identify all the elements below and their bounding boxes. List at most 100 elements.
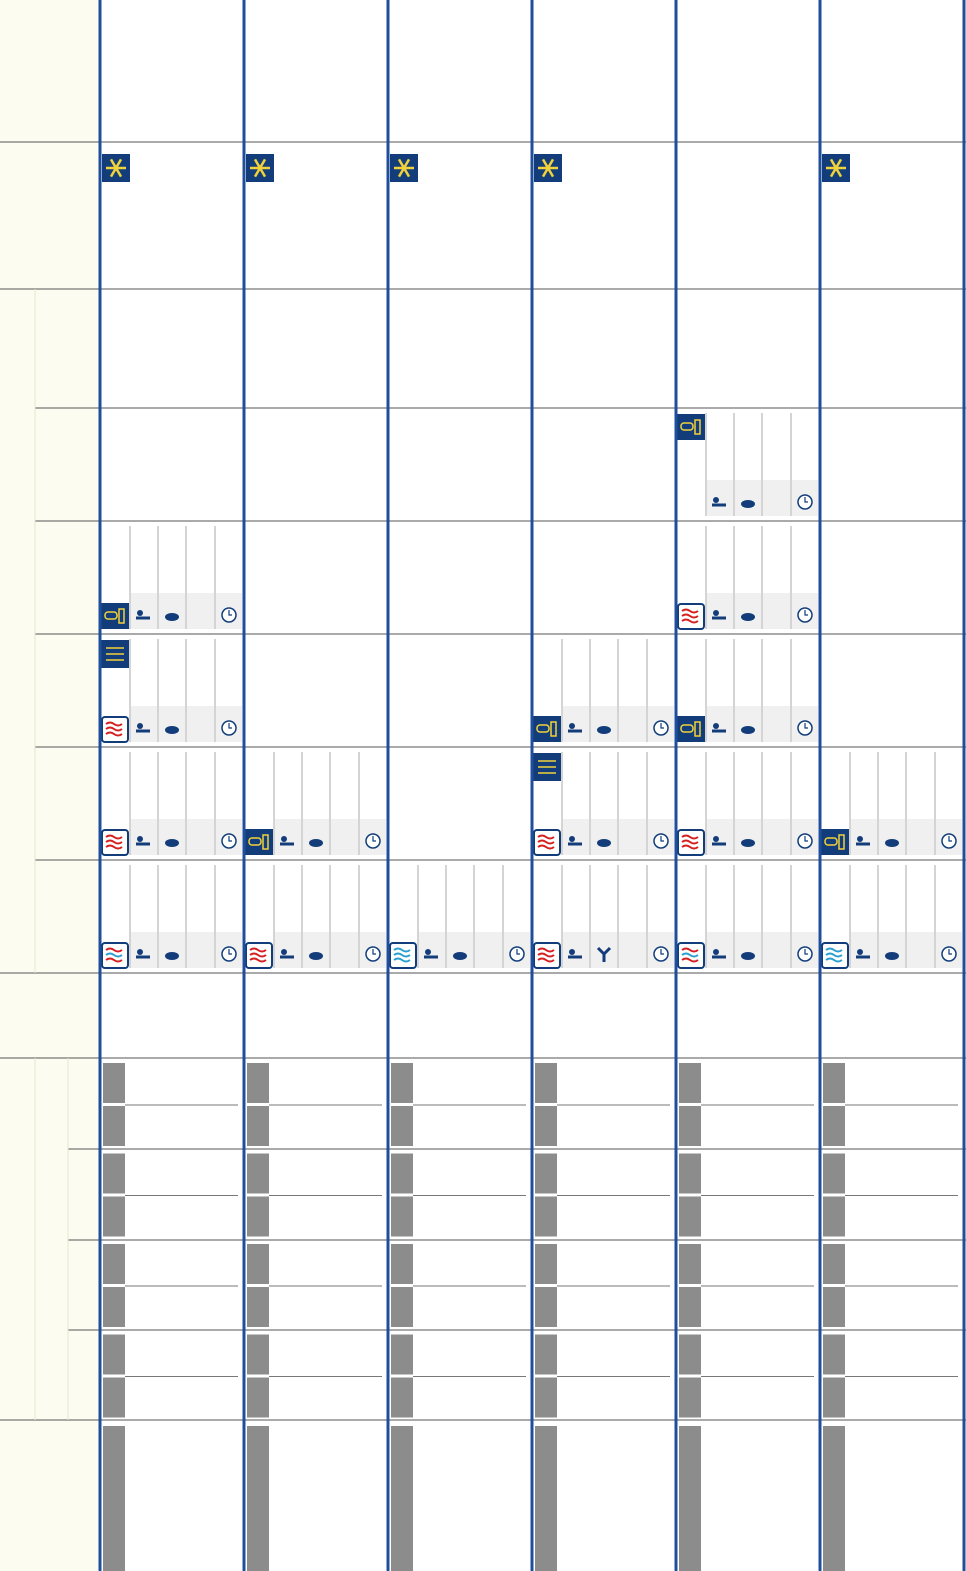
- hot-air-detail: [694, 419, 701, 435]
- sub-cell: [419, 932, 445, 968]
- sub-cell: [303, 819, 329, 855]
- level-block: [247, 1287, 269, 1327]
- heat-wave: [105, 844, 123, 850]
- heat-wave: [681, 834, 699, 840]
- sub-cell: [907, 932, 934, 968]
- sub-cell: [707, 706, 733, 742]
- sub-cell: [763, 819, 790, 855]
- probe-icon: [713, 836, 719, 842]
- sub-cell: [131, 706, 157, 742]
- level-block: [679, 1377, 701, 1418]
- sub-cell: [303, 932, 329, 968]
- steam-icon: [165, 726, 179, 734]
- level-block: [103, 1334, 125, 1375]
- heat-wave: [537, 839, 555, 845]
- level-block: [103, 1196, 125, 1237]
- level-block: [679, 1244, 701, 1284]
- snowflake-stroke: [829, 158, 843, 178]
- hot-air-detail: [262, 834, 269, 850]
- heat-wave: [105, 726, 123, 732]
- heat-wave: [825, 952, 843, 958]
- sub-cell: [591, 706, 617, 742]
- probe-icon: [713, 723, 719, 729]
- sub-cell: [707, 593, 733, 629]
- level-block: [535, 1153, 557, 1194]
- heat-wave: [105, 731, 123, 737]
- level-block: [391, 1063, 413, 1103]
- level-block: [247, 1153, 269, 1194]
- timer-hand: [804, 949, 808, 955]
- sub-cell: [763, 480, 790, 516]
- sub-cell: [619, 819, 646, 855]
- sub-cell: [331, 819, 358, 855]
- sub-cell: [763, 932, 790, 968]
- steam-icon: [165, 952, 179, 960]
- sub-cell: [735, 593, 761, 629]
- hot-air-detail: [680, 724, 694, 733]
- duration-bar: [535, 1426, 557, 1571]
- level-block: [679, 1153, 701, 1194]
- level-block: [103, 1106, 125, 1146]
- level-block: [391, 1377, 413, 1418]
- level-block: [535, 1196, 557, 1237]
- level-block: [247, 1377, 269, 1418]
- heat-wave: [681, 608, 699, 614]
- level-block: [823, 1196, 845, 1237]
- duration-bar: [103, 1426, 125, 1571]
- snowflake-stroke: [541, 158, 555, 178]
- hot-air-detail: [838, 834, 845, 850]
- probe-icon: [713, 497, 719, 503]
- hot-air-detail: [824, 837, 838, 846]
- sub-cell: [619, 932, 646, 968]
- sub-cell: [735, 932, 761, 968]
- left-panel: [0, 0, 100, 1571]
- level-block: [391, 1334, 413, 1375]
- probe-icon: [569, 836, 575, 842]
- level-block: [391, 1106, 413, 1146]
- heat-wave: [681, 844, 699, 850]
- heat-wave: [105, 721, 123, 727]
- hot-air-detail: [694, 721, 701, 737]
- heat-wave: [825, 947, 843, 953]
- snowflake-stroke: [253, 158, 267, 178]
- level-block: [247, 1063, 269, 1103]
- heat-wave: [249, 947, 267, 953]
- probe-icon: [569, 949, 575, 955]
- sub-cell: [159, 932, 185, 968]
- heat-wave: [249, 957, 267, 963]
- heat-wave: [249, 952, 267, 958]
- sub-cell: [331, 932, 358, 968]
- level-block: [823, 1287, 845, 1327]
- sub-cell: [187, 593, 214, 629]
- heat-wave: [393, 947, 411, 953]
- heat-wave: [825, 957, 843, 963]
- level-block: [103, 1377, 125, 1418]
- timer-hand: [804, 610, 808, 616]
- sub-cell: [275, 819, 301, 855]
- heat-wave: [537, 952, 555, 958]
- steam-icon: [741, 613, 755, 621]
- sub-cell: [187, 932, 214, 968]
- sub-cell: [563, 932, 589, 968]
- sub-cell: [735, 480, 761, 516]
- hot-air-detail: [550, 721, 557, 737]
- sub-cell: [851, 932, 877, 968]
- level-block: [679, 1196, 701, 1237]
- timer-hand: [804, 723, 808, 729]
- heat-wave: [393, 952, 411, 958]
- hot-air-detail: [680, 422, 694, 431]
- steam-icon: [741, 500, 755, 508]
- heat-wave: [393, 957, 411, 963]
- steam-icon: [165, 839, 179, 847]
- level-block: [247, 1106, 269, 1146]
- sub-cell: [187, 706, 214, 742]
- timer-hand: [372, 949, 376, 955]
- probe-icon: [281, 949, 287, 955]
- timer-hand: [660, 949, 664, 955]
- sub-cell: [131, 593, 157, 629]
- timer-hand: [948, 949, 952, 955]
- steam-icon: [885, 952, 899, 960]
- sub-cell: [447, 932, 473, 968]
- level-block: [823, 1153, 845, 1194]
